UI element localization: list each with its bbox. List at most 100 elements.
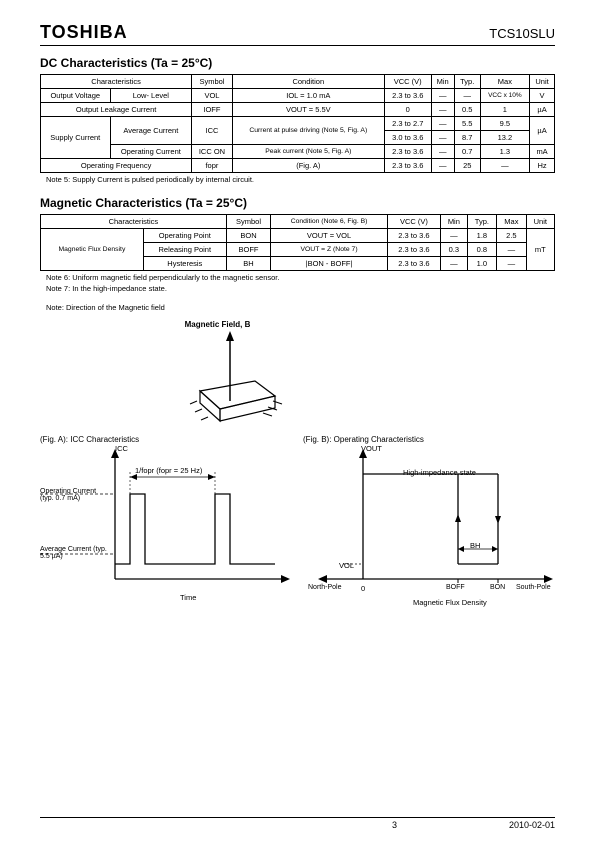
table-row: Operating Current ICC ON Peak current (N…	[41, 145, 555, 159]
cell: 13.2	[480, 131, 529, 145]
fig-b-boff: BOFF	[446, 584, 465, 591]
col-symbol: Symbol	[192, 75, 233, 89]
fig-a-y: ICC	[115, 444, 128, 453]
cell: VOUT = VOL	[271, 229, 388, 243]
col-unit: Unit	[530, 75, 555, 89]
cell: mA	[530, 145, 555, 159]
mag-title: Magnetic Characteristics (Ta = 25°C)	[40, 196, 555, 210]
cell: —	[441, 257, 468, 271]
part-number: TCS10SLU	[489, 26, 555, 41]
cell: BH	[226, 257, 271, 271]
fig-a: (Fig. A): ICC Characteristics	[40, 435, 295, 606]
cell: 3.0 to 3.6	[384, 131, 431, 145]
cell: Current at pulse driving (Note 5, Fig. A…	[232, 117, 384, 145]
table-row: Characteristics Symbol Condition VCC (V)…	[41, 75, 555, 89]
cell: IOL = 1.0 mA	[232, 89, 384, 103]
cell: 0.3	[441, 243, 468, 257]
cell: —	[431, 145, 454, 159]
cell: 0	[384, 103, 431, 117]
col-unit: Unit	[526, 215, 554, 229]
note-5: Note 5: Supply Current is pulsed periodi…	[46, 175, 555, 184]
col-vcc: VCC (V)	[384, 75, 431, 89]
fig-b-title: (Fig. B): Operating Characteristics	[303, 435, 558, 444]
col-max: Max	[497, 215, 526, 229]
cell: 0.7	[454, 145, 480, 159]
note-7: Note 7: In the high-impedance state.	[46, 284, 555, 293]
cell: —	[480, 159, 529, 173]
figures: (Fig. A): ICC Characteristics	[40, 435, 555, 606]
cell: 2.3 to 3.6	[384, 89, 431, 103]
col-characteristics: Characteristics	[41, 75, 192, 89]
cell: VOL	[192, 89, 233, 103]
table-row: Output Voltage Low- Level VOL IOL = 1.0 …	[41, 89, 555, 103]
mag-table: Characteristics Symbol Condition (Note 6…	[40, 214, 555, 271]
cell: —	[431, 89, 454, 103]
cell: Operating Frequency	[41, 159, 192, 173]
cell: VOUT = 5.5V	[232, 103, 384, 117]
col-max: Max	[480, 75, 529, 89]
cell: |BON - BOFF|	[271, 257, 388, 271]
cell: 9.5	[480, 117, 529, 131]
table-row: Output Leakage Current IOFF VOUT = 5.5V …	[41, 103, 555, 117]
cell: 0.8	[467, 243, 496, 257]
cell: fopr	[192, 159, 233, 173]
cell: Releasing Point	[143, 243, 226, 257]
fig-b-zero: 0	[361, 584, 365, 593]
cell: 1.8	[467, 229, 496, 243]
col-typ: Typ.	[454, 75, 480, 89]
col-characteristics: Characteristics	[41, 215, 227, 229]
cell: Hysteresis	[143, 257, 226, 271]
cell: 1.0	[467, 257, 496, 271]
fig-b-x: Magnetic Flux Density	[413, 598, 487, 607]
fig-b-sp: South-Pole	[516, 584, 551, 591]
cell: 2.3 to 3.6	[384, 159, 431, 173]
cell: 1	[480, 103, 529, 117]
cell: 2.3 to 3.6	[387, 243, 440, 257]
cell: 2.3 to 3.6	[387, 257, 440, 271]
cell: —	[431, 131, 454, 145]
col-condition: Condition	[232, 75, 384, 89]
cell: —	[454, 89, 480, 103]
cell: 2.3 to 3.6	[387, 229, 440, 243]
header-bar: TOSHIBA TCS10SLU	[40, 22, 555, 46]
table-row: Operating Frequency fopr (Fig. A) 2.3 to…	[41, 159, 555, 173]
fig-b-bon: BON	[490, 584, 505, 591]
fig-b-bh: BH	[470, 541, 480, 550]
cell: BOFF	[226, 243, 271, 257]
cell: µA	[530, 117, 555, 145]
table-row: Characteristics Symbol Condition (Note 6…	[41, 215, 555, 229]
col-min: Min	[431, 75, 454, 89]
footer-date: 2010-02-01	[509, 820, 555, 830]
cell: —	[441, 229, 468, 243]
cell: Magnetic Flux Density	[41, 229, 144, 271]
cell: 8.7	[454, 131, 480, 145]
dc-title: DC Characteristics (Ta = 25°C)	[40, 56, 555, 70]
cell: mT	[526, 229, 554, 271]
cell: 1.3	[480, 145, 529, 159]
cell: (Fig. A)	[232, 159, 384, 173]
cell: —	[497, 257, 526, 271]
cell: 0.5	[454, 103, 480, 117]
cell: ICC	[192, 117, 233, 145]
cell: BON	[226, 229, 271, 243]
fig-a-avg: Average Current (typ. 5.5 µA)	[40, 546, 110, 560]
cell: 5.5	[454, 117, 480, 131]
table-row: Magnetic Flux Density Operating Point BO…	[41, 229, 555, 243]
col-min: Min	[441, 215, 468, 229]
cell: Average Current	[110, 117, 192, 145]
note-6: Note 6: Uniform magnetic field perpendic…	[46, 273, 555, 282]
col-condition: Condition (Note 6, Fig. B)	[271, 215, 388, 229]
fig-b-y: VOUT	[361, 444, 382, 453]
cell: —	[431, 117, 454, 131]
cell: Output Leakage Current	[41, 103, 192, 117]
cell: ICC ON	[192, 145, 233, 159]
cell: V	[530, 89, 555, 103]
cell: 25	[454, 159, 480, 173]
cell: µA	[530, 103, 555, 117]
cell: 2.5	[497, 229, 526, 243]
fig-a-x: Time	[180, 593, 196, 602]
fig-a-title: (Fig. A): ICC Characteristics	[40, 435, 295, 444]
cell: VOUT = Z (Note 7)	[271, 243, 388, 257]
fig-a-period: 1/fopr (fopr = 25 Hz)	[135, 466, 202, 475]
cell: Hz	[530, 159, 555, 173]
